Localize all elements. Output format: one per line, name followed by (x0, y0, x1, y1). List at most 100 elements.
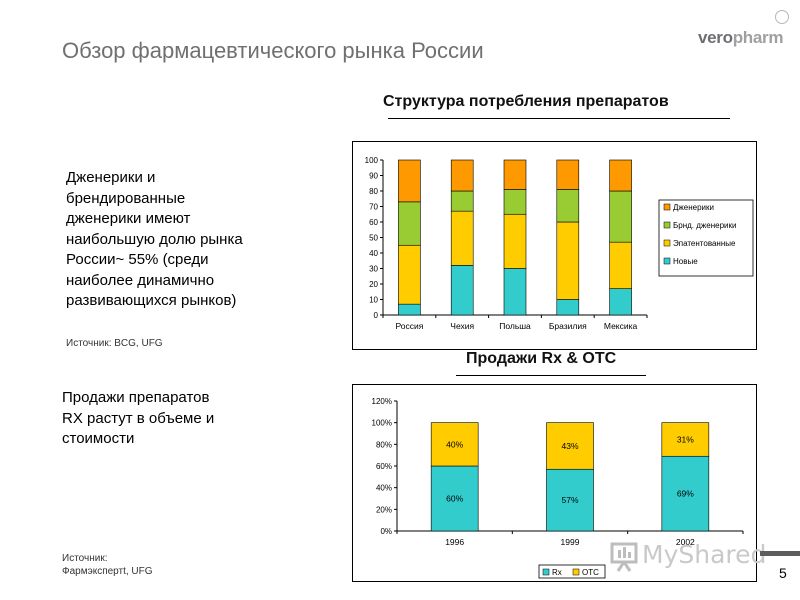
legend-box (538, 564, 606, 579)
logo-part1: vero (698, 28, 733, 47)
section1-text-line: брендированные (66, 189, 186, 207)
page-number: 5 (779, 565, 787, 581)
y-tick-label: 20 (369, 280, 378, 289)
legend-label: Брнд. дженерики (673, 221, 736, 230)
bar-segment (556, 221, 580, 300)
y-tick-label: 80 (369, 187, 378, 196)
section1-text: Дженерики и брендированные дженерики име… (66, 168, 243, 312)
bar-segment (609, 190, 632, 243)
bar-segment (398, 201, 421, 246)
x-category-label: 2002 (676, 537, 695, 547)
data-label: 31% (677, 434, 694, 444)
section2-source: Источник: Фармэкспертt, UFG (62, 552, 153, 578)
rx-otc-sales-chart-svg: 0% 20% 40% 60% 80% 100% 120% 60% 40% 1996 57% 43% 19… (372, 397, 744, 579)
legend-swatch (663, 203, 671, 211)
section2-heading: Продажи Rx & OTC (466, 350, 617, 367)
section2-text-line: стоимости (62, 430, 135, 447)
x-category-label: 1996 (445, 537, 464, 547)
y-tick-label: 80% (376, 440, 392, 449)
bar-segment (609, 288, 632, 316)
bar-segment (503, 268, 527, 316)
bar-segment (503, 189, 527, 215)
x-category-label: 1999 (561, 537, 580, 547)
y-tick-label: 60 (369, 218, 378, 227)
data-label: 60% (446, 494, 463, 504)
y-tick-label: 0 (374, 311, 379, 320)
legend-label: Новые (673, 257, 698, 266)
bar-segment (609, 241, 632, 289)
data-label: 43% (561, 441, 578, 451)
corner-bar (760, 551, 800, 556)
section2-text-line: Продажи препаратов (62, 389, 210, 406)
section1-source: Источник: BCG, UFG (66, 338, 163, 349)
legend-box (658, 199, 754, 277)
legend-swatch (542, 568, 550, 576)
rx-otc-sales-chart: 0% 20% 40% 60% 80% 100% 120% 60% 40% 1996 57% 43% 19… (352, 384, 757, 582)
x-category-label: Чехия (450, 321, 474, 331)
x-category-label: Мексика (604, 321, 638, 331)
bar-segment (556, 159, 580, 190)
legend-swatch (572, 568, 580, 576)
y-tick-label: 60% (376, 462, 392, 471)
y-tick-label: 20% (376, 505, 392, 514)
section1-text-line: наиболее динамично (66, 271, 215, 289)
data-label: 40% (446, 439, 463, 449)
section2-text-line: RX растут в объеме и (62, 409, 215, 427)
bar-segment (546, 422, 594, 470)
section2-source-line: Источник: (62, 553, 108, 564)
y-tick-label: 70 (369, 203, 378, 212)
y-tick-label: 100% (372, 419, 392, 428)
section2-heading-underline (456, 375, 646, 376)
logo-part2: pharm (732, 28, 784, 47)
section2-source-line: Фармэкспертt, UFG (62, 566, 153, 577)
legend-label: Дженерики (673, 203, 714, 212)
section2-text: Продажи препаратов RX растут в объеме и … (62, 388, 214, 450)
bar-segment (450, 159, 474, 192)
y-tick-label: 120% (372, 397, 392, 406)
data-label: 69% (677, 489, 694, 499)
data-label: 57% (561, 495, 578, 505)
legend-label: Rx (552, 568, 562, 577)
section1-text-line: России~ 55% (среди (66, 251, 209, 268)
presentation-icon (610, 542, 638, 572)
y-tick-label: 0% (380, 527, 392, 536)
bar-segment (430, 422, 479, 467)
y-tick-label: 10 (369, 296, 378, 305)
legend-swatch (663, 239, 671, 247)
section1-text-line: дженерики имеют (66, 210, 191, 227)
bar-segment (503, 213, 527, 269)
logo-wordmark: veropharm (698, 28, 783, 48)
bar-segment (450, 265, 474, 316)
bar-segment (450, 190, 474, 212)
legend-swatch (663, 221, 671, 229)
y-tick-label: 100 (365, 156, 379, 165)
section1-heading-underline (388, 118, 730, 119)
y-tick-label: 40 (369, 249, 378, 258)
y-tick-label: 30 (369, 265, 378, 274)
veropharm-logo: veropharm (694, 10, 794, 50)
section1-text-line: наибольшую долю рынка (66, 230, 243, 248)
bar-segment (398, 303, 421, 316)
y-tick-label: 40% (376, 484, 392, 493)
legend-label: Эпатентованные (673, 239, 736, 248)
legend-label: OTC (582, 568, 599, 577)
watermark: MyShared (608, 538, 766, 572)
bar-segment (546, 468, 594, 532)
y-tick-label: 50 (369, 234, 378, 243)
legend-swatch (663, 257, 671, 265)
y-tick-label: 90 (369, 172, 378, 181)
bar-segment (556, 189, 580, 223)
watermark-text: MyShared (642, 540, 767, 569)
section1-heading: Структура потребления препаратов (383, 93, 669, 110)
section1-text-line: Дженерики и (66, 169, 156, 186)
consumption-structure-chart-svg: 0 10 20 30 40 50 60 70 80 90 100 Россия Чехия Польша Б… (365, 156, 754, 331)
logo-circle-mark (775, 10, 789, 24)
bar-segment (609, 159, 632, 192)
bar-segment (556, 299, 580, 316)
bar-segment (398, 244, 421, 305)
bar-segment (661, 422, 710, 457)
x-category-label: Россия (395, 321, 423, 331)
bar-segment (503, 159, 527, 190)
section1-text-line: развивающихся рынков) (66, 292, 237, 309)
page-title: Обзор фармацевтического рынка России (62, 38, 484, 63)
